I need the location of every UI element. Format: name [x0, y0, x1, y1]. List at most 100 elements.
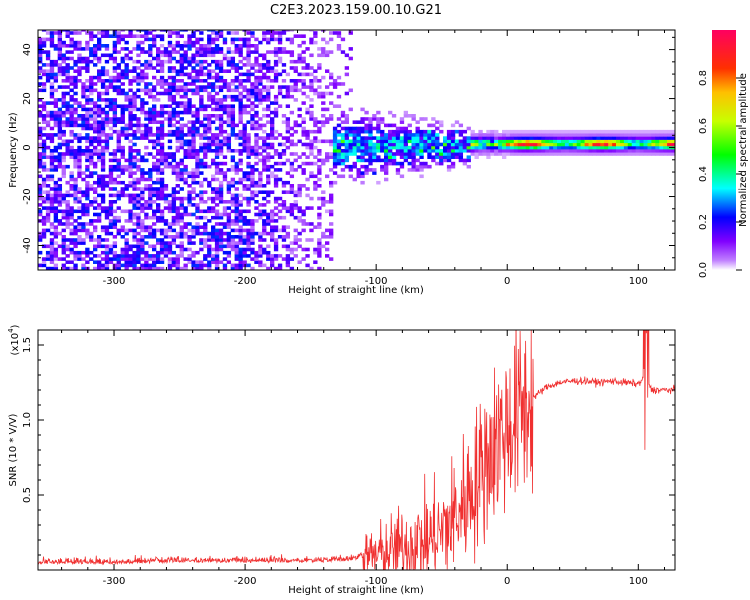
heatmap-cell	[490, 145, 495, 150]
heatmap-cell	[112, 30, 118, 32]
heatmap-cell	[218, 231, 224, 236]
heatmap-cell	[627, 139, 633, 144]
heatmap-cell	[156, 250, 161, 255]
heatmap-cell	[238, 168, 243, 172]
heatmap-cell	[352, 136, 357, 140]
heatmap-cell	[152, 88, 157, 93]
heatmap-cell	[124, 158, 129, 163]
heatmap-cell	[38, 184, 43, 188]
heatmap-cell	[368, 136, 373, 140]
heatmap-cell	[120, 117, 125, 121]
heatmap-cell	[309, 149, 314, 153]
heatmap-cell	[450, 136, 456, 140]
heatmap-cell	[537, 142, 542, 147]
heatmap-cell	[258, 158, 263, 163]
heatmap-cell	[285, 190, 291, 194]
heatmap-cell	[77, 196, 82, 201]
heatmap-cell	[246, 88, 251, 93]
heatmap-cell	[266, 266, 271, 270]
heatmap-cell	[242, 250, 247, 255]
heatmap-cell	[152, 187, 157, 191]
heatmap-cell	[521, 133, 526, 137]
heatmap-cell	[97, 155, 102, 159]
heatmap-cell	[482, 136, 487, 140]
heatmap-cell	[136, 120, 141, 124]
heatmap-cell	[214, 187, 220, 191]
heatmap-cell	[230, 196, 236, 201]
heatmap-cell	[226, 56, 232, 61]
heatmap-cell	[61, 209, 66, 214]
heatmap-cell	[97, 219, 102, 223]
heatmap-cell	[258, 212, 263, 217]
heatmap-cell	[53, 72, 59, 77]
heatmap-cell	[195, 266, 200, 270]
heatmap-cell	[521, 136, 526, 140]
heatmap-cell	[321, 123, 326, 128]
heatmap-cell	[61, 164, 66, 169]
heatmap-cell	[136, 53, 141, 58]
heatmap-cell	[356, 136, 361, 140]
heatmap-cell	[230, 180, 236, 185]
heatmap-cell	[391, 155, 397, 159]
heatmap-cell	[313, 247, 318, 252]
heatmap-cell	[187, 139, 192, 144]
heatmap-cell	[93, 104, 98, 108]
heatmap-cell	[128, 260, 133, 264]
heatmap-cell	[120, 88, 125, 93]
heatmap-cell	[128, 254, 133, 258]
heatmap-cell	[183, 91, 188, 96]
heatmap-cell	[152, 168, 157, 172]
heatmap-cell	[635, 149, 641, 153]
heatmap-cell	[104, 225, 110, 229]
heatmap-cell	[144, 85, 149, 89]
heatmap-cell	[104, 260, 110, 264]
heatmap-cell	[258, 117, 263, 121]
heatmap-cell	[108, 203, 114, 207]
heatmap-cell	[332, 133, 338, 137]
heatmap-cell	[596, 152, 601, 156]
heatmap-cell	[211, 31, 216, 35]
heatmap-cell	[156, 219, 161, 223]
heatmap-cell	[505, 152, 511, 156]
heatmap-cell	[57, 50, 63, 54]
heatmap-cell	[100, 66, 106, 70]
heatmap-cell	[148, 200, 153, 204]
heatmap-cell	[61, 257, 66, 261]
heatmap-cell	[97, 206, 102, 210]
heatmap-cell	[317, 149, 322, 153]
heatmap-cell	[332, 104, 338, 108]
heatmap-cell	[254, 59, 259, 64]
heatmap-cell	[273, 75, 279, 80]
heatmap-cell	[230, 107, 236, 112]
heatmap-cell	[61, 79, 66, 83]
heatmap-cell	[108, 257, 114, 261]
heatmap-cell	[85, 145, 90, 150]
heatmap-cell	[262, 66, 267, 70]
heatmap-cell	[238, 98, 243, 102]
heatmap-cell	[242, 215, 247, 220]
heatmap-cell	[49, 266, 55, 270]
heatmap-cell	[537, 149, 542, 153]
heatmap-cell	[175, 222, 180, 226]
heatmap-cell	[226, 123, 232, 128]
heatmap-cell	[289, 88, 295, 93]
heatmap-cell	[167, 110, 173, 115]
heatmap-cell	[128, 117, 133, 121]
heatmap-cell	[321, 91, 326, 96]
heatmap-cell	[112, 263, 118, 268]
heatmap-cell	[69, 212, 74, 217]
heatmap-cell	[41, 114, 47, 118]
heatmap-cell	[53, 114, 59, 118]
heatmap-cell	[561, 136, 566, 140]
heatmap-cell	[38, 114, 43, 118]
heatmap-cell	[411, 168, 416, 172]
heatmap-cell	[159, 238, 165, 242]
heatmap-cell	[262, 164, 267, 169]
heatmap-cell	[293, 85, 298, 89]
heatmap-cell	[211, 37, 216, 42]
heatmap-cell	[112, 180, 118, 185]
heatmap-cell	[289, 266, 295, 270]
heatmap-cell	[163, 187, 169, 191]
heatmap-cell	[49, 206, 55, 210]
